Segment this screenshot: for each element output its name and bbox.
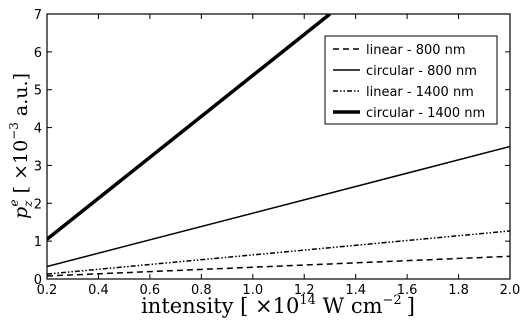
- y-axis-label-rest-sup: −3: [7, 122, 21, 140]
- y-axis-label-rest: [ ×10: [10, 140, 32, 200]
- x-axis-label-unit: W cm: [316, 294, 383, 318]
- x-tick-label: 2.0: [500, 283, 521, 298]
- x-axis-label: intensity [ ×1014 W cm−2]: [141, 293, 415, 318]
- x-axis-label-unit-sup: −2: [383, 293, 402, 308]
- plot-frame: [46, 13, 511, 280]
- legend-label-linear-800: linear - 800 nm: [366, 43, 466, 58]
- y-axis-ticks: 0 1 2 3 4 5 6 7: [34, 8, 510, 288]
- y-tick-label: 4: [34, 122, 42, 137]
- y-tick-label: 6: [34, 46, 42, 61]
- y-tick-label: 7: [34, 8, 42, 23]
- y-tick-label: 1: [34, 235, 42, 250]
- series-circular-1400nm: [47, 14, 332, 241]
- series-linear-1400nm: [47, 230, 510, 275]
- legend-box: [324, 35, 498, 125]
- x-tick-label: 0.6: [140, 283, 161, 298]
- series-layer: [47, 14, 510, 277]
- x-axis-label-sup: 14: [299, 293, 316, 308]
- x-tick-label: 0.4: [88, 283, 109, 298]
- legend-label-circular-1400: circular - 1400 nm: [366, 106, 485, 121]
- y-tick-label: 3: [34, 159, 42, 174]
- x-axis-label-end: ]: [407, 294, 415, 318]
- y-axis-label-sub: z: [21, 200, 35, 208]
- legend-label-circular-800: circular - 800 nm: [366, 64, 477, 79]
- x-tick-label: 1.6: [397, 283, 418, 298]
- x-tick-label: 1.2: [294, 283, 315, 298]
- y-axis-label-p: p: [10, 207, 32, 219]
- x-axis-label-main: intensity [ ×10: [141, 294, 299, 318]
- x-axis-ticks: 0.2 0.4 0.6 0.8 1.0 1.2 1.4 1.6 1.8 2.0: [37, 14, 521, 298]
- y-axis-label: pze [ ×10−3 a.u.]: [7, 73, 35, 219]
- x-tick-label: 0.2: [37, 283, 58, 298]
- legend-label-linear-1400: linear - 1400 nm: [366, 85, 474, 100]
- x-tick-label: 1.4: [345, 283, 366, 298]
- y-tick-label: 0: [34, 273, 42, 288]
- x-tick-label: 1.8: [448, 283, 469, 298]
- y-axis-label-sup: e: [7, 199, 21, 206]
- series-circular-800nm: [47, 145, 510, 268]
- legend: linear - 800 nm circular - 800 nm linear…: [324, 35, 498, 125]
- x-tick-label: 1.0: [242, 283, 263, 298]
- x-tick-label: 0.8: [191, 283, 212, 298]
- y-axis-label-end: a.u.]: [10, 73, 32, 122]
- y-tick-label: 5: [34, 84, 42, 99]
- y-tick-label: 2: [34, 197, 42, 212]
- series-linear-800nm: [47, 255, 510, 277]
